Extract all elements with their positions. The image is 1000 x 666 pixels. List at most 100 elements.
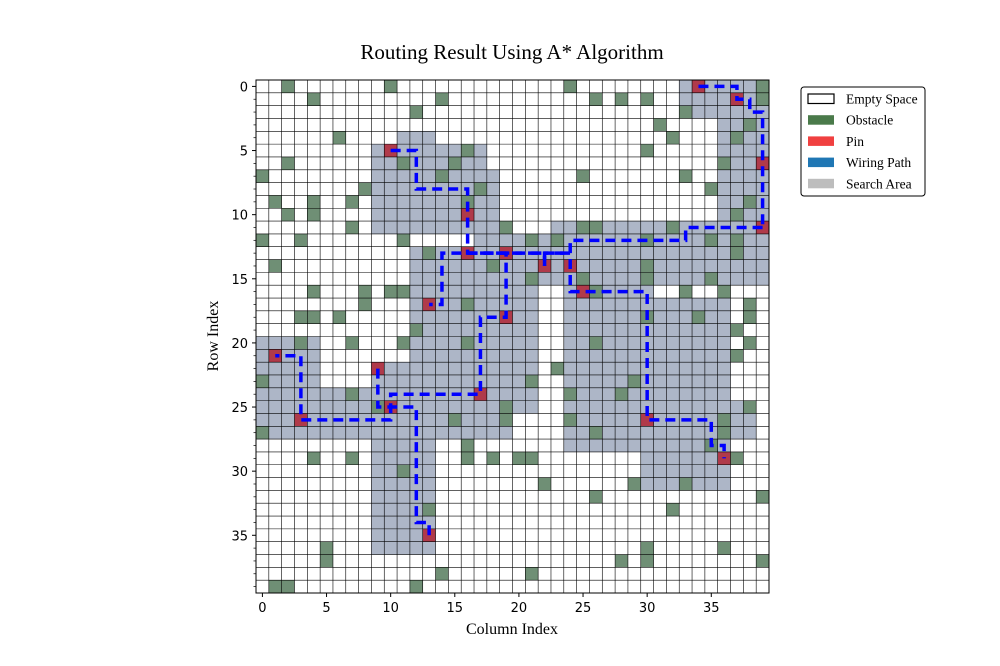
- x-tick-label: 35: [703, 601, 720, 616]
- obstacle-cell: [345, 195, 359, 209]
- legend-box: [800, 86, 926, 197]
- obstacle-cell: [268, 195, 282, 209]
- obstacle-cell: [730, 451, 744, 465]
- x-axis-ticks: 0 5 10 15 20 25 30 35: [258, 593, 720, 616]
- obstacle-cell: [397, 336, 410, 350]
- obstacle-cell: [550, 233, 564, 247]
- obstacle-cell: [679, 105, 693, 119]
- wiring-path-layer: [275, 84, 765, 536]
- obstacle-cell: [281, 156, 295, 170]
- obstacle-cell: [461, 298, 475, 311]
- y-tick-label: 15: [231, 273, 248, 288]
- obstacle-cell: [589, 92, 603, 106]
- obstacle-cell: [384, 80, 398, 93]
- pin-cell: [422, 528, 436, 542]
- y-tick-label: 25: [231, 401, 248, 416]
- obstacle-cell: [256, 169, 269, 183]
- obstacle-cell: [692, 310, 705, 324]
- obstacle-cell: [730, 208, 744, 222]
- obstacle-cell: [640, 259, 654, 273]
- obstacle-cell: [307, 310, 321, 324]
- pin-cell: [294, 413, 308, 427]
- obstacle-cell: [397, 156, 410, 170]
- obstacle-cell: [615, 92, 628, 106]
- obstacle-cell: [281, 208, 295, 222]
- obstacle-cell: [499, 221, 513, 234]
- y-tick-label: 35: [231, 529, 248, 544]
- obstacle-cell: [384, 285, 398, 299]
- x-tick-label: 25: [575, 601, 592, 616]
- obstacle-cell: [268, 259, 282, 273]
- obstacle-cell: [640, 272, 654, 286]
- obstacle-cell: [256, 233, 269, 247]
- obstacle-cell: [717, 285, 731, 299]
- obstacle-cell: [486, 259, 500, 273]
- obstacle-cell: [448, 156, 462, 170]
- y-tick-label: 30: [231, 465, 248, 480]
- legend-label-obstacle: Obstacle: [846, 113, 893, 128]
- obstacle-cell: [730, 131, 744, 145]
- obstacle-cell: [704, 272, 718, 286]
- obstacle-cell: [756, 554, 769, 568]
- obstacle-cell: [397, 464, 410, 478]
- obstacle-cell: [512, 451, 526, 465]
- wiring-path: [390, 148, 726, 459]
- obstacle-cell: [422, 503, 436, 517]
- obstacle-cell: [756, 92, 769, 106]
- wiring-path: [542, 225, 763, 266]
- obstacle-cell: [666, 221, 680, 234]
- search-area-cell: [640, 298, 731, 491]
- obstacle-cell: [294, 233, 308, 247]
- obstacle-cell: [332, 131, 346, 145]
- legend-label-path: Wiring Path: [846, 155, 911, 170]
- obstacle-cell: [397, 233, 410, 247]
- obstacle-cell: [358, 182, 372, 196]
- obstacle-cell: [743, 118, 757, 132]
- obstacle-cell: [525, 451, 539, 465]
- obstacle-cell: [525, 233, 539, 247]
- obstacle-cell: [268, 580, 282, 593]
- obstacle-cell: [358, 285, 372, 299]
- x-tick-label: 5: [322, 601, 330, 616]
- obstacle-cell: [294, 310, 308, 324]
- legend-label-pin: Pin: [846, 134, 864, 149]
- obstacle-cell: [256, 374, 269, 388]
- legend-swatch-pin: [808, 136, 834, 146]
- obstacle-cell: [563, 80, 577, 93]
- obstacle-cell: [717, 426, 731, 440]
- obstacle-cell: [550, 362, 564, 375]
- obstacle-cell: [589, 426, 603, 440]
- obstacle-cell: [332, 310, 346, 324]
- obstacle-cell: [615, 387, 628, 401]
- obstacle-cell: [615, 554, 628, 568]
- obstacle-cell: [589, 490, 603, 504]
- obstacle-cell: [743, 336, 757, 350]
- obstacle-cell: [345, 336, 359, 350]
- x-tick-label: 20: [511, 601, 528, 616]
- obstacle-cell: [640, 541, 654, 555]
- obstacle-cell: [320, 541, 333, 555]
- pin-cell: [640, 413, 654, 427]
- obstacle-cell: [730, 246, 744, 260]
- obstacle-cell: [717, 541, 731, 555]
- obstacle-cell: [679, 169, 693, 183]
- obstacle-cell: [666, 131, 680, 145]
- obstacle-cell: [499, 413, 513, 427]
- obstacle-cell: [717, 156, 731, 170]
- obstacle-cell: [294, 336, 308, 350]
- obstacle-cell: [474, 182, 487, 196]
- x-tick-label: 15: [447, 601, 464, 616]
- wiring-path: [376, 368, 431, 536]
- legend-swatch-search: [808, 178, 834, 189]
- obstacle-cell: [756, 490, 769, 504]
- obstacle-cell: [666, 503, 680, 517]
- search-area-cell: [256, 336, 321, 401]
- obstacle-cell: [538, 477, 551, 491]
- pin-cell: [461, 208, 475, 222]
- obstacle-cell: [756, 80, 769, 93]
- obstacle-cell: [435, 169, 449, 183]
- plot-frame: [255, 79, 770, 594]
- obstacle-cell: [743, 298, 757, 311]
- obstacle-cell: [409, 105, 423, 119]
